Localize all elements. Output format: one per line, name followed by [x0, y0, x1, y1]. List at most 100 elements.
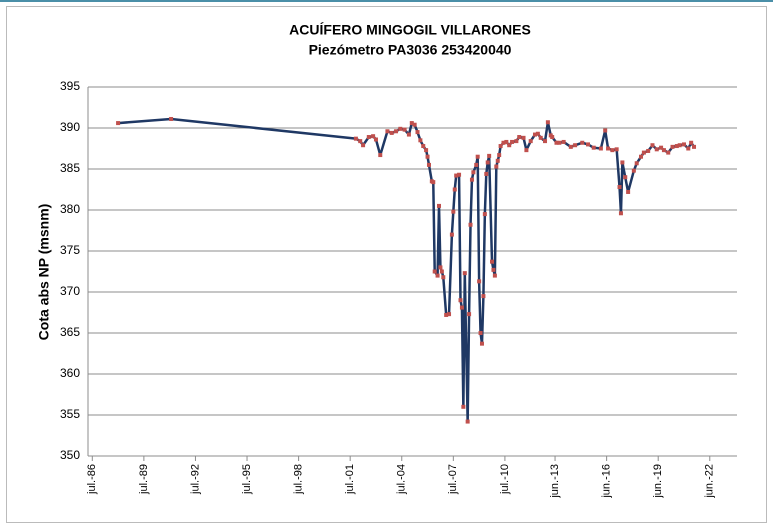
x-tick-label: jul.-07: [447, 464, 459, 495]
data-point: [439, 269, 444, 274]
data-point: [358, 139, 363, 144]
data-point: [487, 153, 492, 158]
y-tick-label: 365: [60, 325, 80, 339]
data-point: [447, 312, 452, 317]
data-point: [116, 121, 121, 126]
data-point: [573, 143, 578, 148]
data-point: [481, 294, 486, 299]
data-point: [618, 211, 623, 216]
data-point: [458, 298, 463, 303]
data-point: [169, 116, 174, 121]
x-tick-label: jul.-10: [499, 464, 511, 495]
data-point: [561, 139, 566, 144]
y-axis-label: Cota abs NP (msnm): [36, 204, 52, 341]
data-point: [606, 146, 611, 151]
x-tick-label: jul.-86: [86, 464, 98, 495]
x-tick-label: jul.-95: [241, 464, 253, 495]
data-point: [507, 143, 512, 148]
data-point: [659, 145, 664, 150]
data-point: [538, 135, 543, 140]
data-point: [598, 146, 603, 151]
data-point: [650, 143, 655, 148]
chart-title: ACUÍFERO MINGOGIL VILLARONES: [289, 22, 531, 38]
data-point: [418, 138, 423, 143]
data-point: [444, 312, 449, 317]
data-point: [378, 153, 383, 158]
data-point: [689, 140, 694, 145]
data-point: [461, 404, 466, 409]
data-point: [366, 135, 371, 140]
x-tick-label: jun.-16: [601, 464, 613, 499]
data-point: [457, 172, 462, 177]
data-point: [432, 269, 437, 274]
y-tick-label: 350: [60, 448, 80, 462]
data-point: [495, 158, 500, 163]
data-point: [610, 148, 615, 153]
y-tick-label: 390: [60, 120, 80, 134]
data-point: [654, 147, 659, 152]
data-point: [491, 267, 496, 272]
data-point: [468, 222, 473, 227]
data-point: [437, 203, 442, 208]
data-point: [361, 143, 366, 148]
y-tick-label: 385: [60, 161, 80, 175]
x-tick-label: jul.-92: [189, 464, 201, 495]
y-tick-label: 395: [60, 79, 80, 93]
data-point: [485, 160, 490, 165]
data-point: [617, 185, 622, 190]
data-point: [686, 146, 691, 151]
data-point: [623, 175, 628, 180]
data-point: [471, 170, 476, 175]
data-point: [568, 144, 573, 149]
data-point: [661, 148, 666, 153]
data-point: [634, 161, 639, 166]
data-point: [492, 273, 497, 278]
data-point: [415, 130, 420, 135]
data-point: [524, 148, 529, 153]
data-point: [469, 177, 474, 182]
x-tick-label: jul.-98: [293, 464, 305, 495]
data-point: [535, 131, 540, 136]
data-point: [674, 144, 679, 149]
data-point: [409, 121, 414, 126]
data-point: [641, 150, 646, 155]
data-point: [490, 259, 495, 264]
data-point: [646, 148, 651, 153]
x-tick-label: jun.-22: [704, 464, 716, 499]
data-point: [465, 419, 470, 424]
chart-subtitle: Piezómetro PA3036 253420040: [309, 42, 512, 58]
data-point: [398, 126, 403, 131]
data-point: [514, 139, 519, 144]
data-point: [373, 137, 378, 142]
data-point: [451, 209, 456, 214]
data-point: [406, 132, 411, 137]
data-point: [478, 331, 483, 335]
data-point: [353, 136, 358, 141]
data-point: [586, 142, 591, 147]
data-point: [504, 139, 509, 144]
data-point: [474, 162, 479, 167]
data-point: [543, 139, 548, 144]
x-tick-label: jun.-19: [652, 464, 664, 499]
data-point: [550, 135, 555, 140]
data-point: [426, 162, 431, 167]
y-tick-label: 370: [60, 284, 80, 298]
data-point: [421, 144, 426, 149]
data-point: [677, 143, 682, 148]
data-point: [498, 144, 503, 149]
data-point: [532, 132, 537, 137]
data-point: [435, 273, 440, 278]
data-point: [441, 275, 446, 280]
x-tick-label: jun.-13: [549, 464, 561, 499]
data-point: [484, 171, 489, 176]
data-point: [591, 145, 596, 150]
data-point: [459, 305, 464, 310]
data-point: [497, 153, 502, 158]
data-point: [462, 271, 467, 276]
data-point: [425, 154, 430, 159]
data-point: [477, 279, 482, 284]
data-point: [385, 129, 390, 134]
